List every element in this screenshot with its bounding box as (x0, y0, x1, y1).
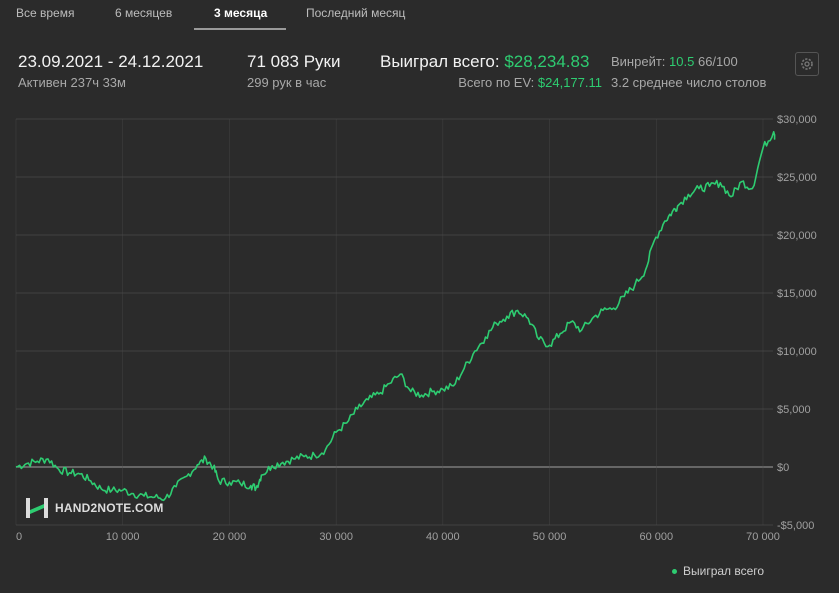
tab-last-month[interactable]: Последний месяц (306, 6, 406, 20)
y-tick-label: $15,000 (777, 288, 817, 300)
hand2note-logo: HAND2NOTE.COM (25, 497, 164, 519)
y-tick-label: $30,000 (777, 114, 817, 126)
x-tick-label: 50 000 (533, 531, 567, 543)
winrate: Винрейт: 10.5 66/100 (611, 54, 738, 69)
x-axis: 0 10 000 20 000 30 000 40 000 50 000 60 000 70 … (16, 531, 780, 543)
avg-tables: 3.2 среднее число столов (611, 75, 767, 90)
x-tick-label: 10 000 (106, 531, 140, 543)
ev-total: Всего по EV: $24,177.11 (458, 75, 602, 90)
active-time: Активен 237ч 33м (18, 75, 126, 90)
x-tick-label: 0 (16, 531, 22, 543)
series-line-won-total (15, 131, 776, 502)
winrate-extra: 66/100 (697, 54, 738, 69)
date-range: 23.09.2021 - 24.12.2021 (18, 52, 204, 71)
y-axis: -$5,000 $0 $5,000 $10,000 $15,000 $20,000 $25,… (777, 114, 817, 532)
legend-label: Выиграл всего (683, 564, 765, 578)
tab-3-months[interactable]: 3 месяца (214, 6, 268, 20)
period-tabs: Все время 6 месяцев 3 месяца Последний м… (0, 0, 839, 30)
hands-count: 71 083 Руки (247, 52, 341, 71)
x-tick-label: 30 000 (319, 531, 353, 543)
legend-marker (672, 568, 677, 574)
logo-text: HAND2NOTE.COM (55, 501, 164, 515)
active-tab-indicator (194, 28, 286, 30)
tab-all-time[interactable]: Все время (16, 6, 75, 20)
ev-total-label: Всего по EV: (458, 75, 535, 90)
chart-series (15, 131, 776, 502)
tab-6-months[interactable]: 6 месяцев (115, 6, 173, 20)
winrate-label: Винрейт: (611, 54, 666, 69)
x-tick-label: 40 000 (426, 531, 460, 543)
y-tick-label: $20,000 (777, 230, 817, 242)
chart-grid (15, 118, 773, 526)
chart-legend[interactable]: Выиграл всего (672, 564, 764, 578)
won-total-label: Выиграл всего: (380, 52, 500, 71)
y-tick-label: $0 (777, 462, 789, 474)
y-tick-label: $25,000 (777, 172, 817, 184)
hands-per-hour: 299 рук в час (247, 75, 327, 90)
gear-icon (801, 58, 813, 70)
settings-button[interactable] (795, 52, 819, 76)
x-tick-label: 70 000 (746, 531, 780, 543)
won-total-value: $28,234.83 (504, 52, 590, 71)
y-tick-label: $10,000 (777, 346, 817, 358)
x-tick-label: 20 000 (213, 531, 247, 543)
ev-total-value: $24,177.11 (537, 75, 602, 90)
won-total: Выиграл всего: $28,234.83 (380, 52, 589, 72)
y-tick-label: -$5,000 (777, 520, 814, 532)
h2n-logo-icon (26, 498, 48, 518)
x-tick-label: 60 000 (639, 531, 673, 543)
y-tick-label: $5,000 (777, 404, 811, 416)
winrate-value: 10.5 (669, 54, 695, 69)
